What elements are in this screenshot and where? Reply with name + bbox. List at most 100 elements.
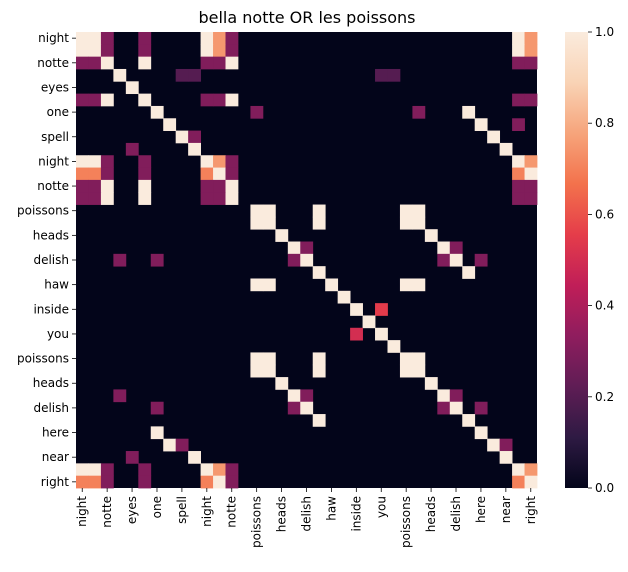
heatmap-cell <box>375 303 388 316</box>
heatmap-cell <box>287 389 301 403</box>
y-tick-label: eyes <box>41 80 69 94</box>
heatmap-cell <box>225 167 239 181</box>
y-tick-label: delish <box>33 253 69 267</box>
heatmap-cell <box>312 266 326 279</box>
x-tick-label: notte <box>225 496 239 528</box>
heatmap-cell <box>250 216 264 230</box>
heatmap-cell <box>138 44 152 58</box>
x-tick-label: night <box>75 496 89 527</box>
colorbar-tick-label: 1.0 <box>595 25 614 39</box>
heatmap-cell <box>163 118 177 131</box>
heatmap-cell <box>524 155 538 168</box>
heatmap-cell <box>100 155 114 168</box>
heatmap-cell <box>449 389 463 403</box>
heatmap-cell <box>362 315 376 329</box>
heatmap-cell <box>412 216 426 230</box>
heatmap-cell <box>150 401 164 415</box>
heatmap-cell <box>100 167 114 181</box>
heatmap-cell <box>399 364 413 378</box>
heatmap-cell <box>188 451 201 464</box>
heatmap-cell <box>275 229 289 242</box>
heatmap-cell <box>76 167 89 181</box>
heatmap-cell <box>524 167 538 181</box>
heatmap-cell <box>213 475 226 489</box>
heatmap-cell <box>424 229 438 242</box>
heatmap-cell <box>138 93 152 107</box>
heatmap-cell <box>312 364 326 378</box>
x-tick-label: night <box>200 496 214 527</box>
heatmap-cell <box>474 118 488 131</box>
heatmap-cell <box>399 278 413 292</box>
heatmap-cell <box>250 204 264 218</box>
heatmap-cell <box>449 241 463 255</box>
heatmap-cell <box>474 426 488 440</box>
heatmap-cell <box>462 414 476 427</box>
y-axis-ticks: night notte eyes one spell night notte poissons… <box>17 31 76 489</box>
heatmap-cell <box>449 253 463 267</box>
heatmap-cell <box>138 179 152 193</box>
heatmap-cell <box>512 192 525 205</box>
heatmap-cell <box>262 278 276 292</box>
heatmap-cell <box>138 475 152 489</box>
heatmap-cell <box>88 192 102 205</box>
heatmap-cell <box>125 81 139 95</box>
heatmap-cell <box>200 463 214 477</box>
heatmap-cell <box>512 32 525 45</box>
y-tick-label: one <box>47 105 69 119</box>
x-tick-label: here <box>474 496 488 523</box>
x-tick-label: spell <box>175 496 189 524</box>
heatmap-cell <box>225 32 239 45</box>
heatmap-cell <box>312 414 326 427</box>
heatmap-cell <box>275 377 289 390</box>
heatmap-cell <box>512 167 525 181</box>
heatmap-cell <box>200 475 214 489</box>
y-tick-label: heads <box>33 376 69 390</box>
heatmap-cell <box>200 56 214 70</box>
heatmap-cell <box>138 155 152 168</box>
heatmap-cell <box>300 253 314 267</box>
heatmap-cell <box>524 32 538 45</box>
heatmap-cell <box>225 155 239 168</box>
heatmap-cell <box>250 105 264 119</box>
heatmap-cell <box>524 192 538 205</box>
heatmap-cell <box>188 68 201 82</box>
heatmap-cell <box>138 32 152 45</box>
heatmap-cell <box>512 463 525 477</box>
heatmap-cell <box>175 130 189 144</box>
heatmap-cell <box>262 364 276 378</box>
y-tick-label: night <box>38 154 69 168</box>
heatmap-cell <box>213 167 226 181</box>
x-tick-label: delish <box>300 496 314 532</box>
colorbar-gradient <box>565 32 588 488</box>
heatmap-cell <box>262 216 276 230</box>
heatmap-cell <box>487 438 501 452</box>
heatmap-cell <box>250 352 264 366</box>
heatmap-cell <box>175 438 189 452</box>
heatmap-cell <box>225 192 239 205</box>
heatmap-cell <box>188 130 201 144</box>
heatmap-cell <box>499 438 513 452</box>
y-tick-label: poissons <box>17 352 69 366</box>
heatmap-cell <box>524 93 538 107</box>
heatmap-cell <box>225 44 239 58</box>
heatmap-cell <box>76 155 89 168</box>
heatmap-cell <box>113 253 127 267</box>
heatmap-cell <box>113 389 127 403</box>
heatmap-cell <box>524 56 538 70</box>
colorbar-tick-label: 0.2 <box>595 390 614 404</box>
heatmap-cell <box>76 93 89 107</box>
heatmap-cell <box>88 44 102 58</box>
heatmap-cell <box>88 93 102 107</box>
y-tick-label: night <box>38 31 69 45</box>
heatmap-cell <box>300 389 314 403</box>
heatmap-cell <box>437 253 451 267</box>
heatmap-cell <box>88 167 102 181</box>
heatmap-cell <box>200 44 214 58</box>
heatmap-cell <box>262 352 276 366</box>
heatmap-cell <box>200 167 214 181</box>
heatmap-cell <box>437 241 451 255</box>
heatmap-cell <box>312 216 326 230</box>
heatmap-cell <box>437 389 451 403</box>
heatmap-cell <box>76 463 89 477</box>
heatmap-cell <box>100 93 114 107</box>
